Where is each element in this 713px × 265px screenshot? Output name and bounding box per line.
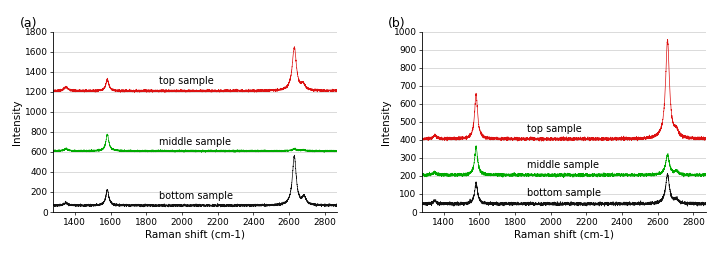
Text: bottom sample: bottom sample — [528, 188, 602, 198]
Text: middle sample: middle sample — [528, 160, 600, 170]
X-axis label: Raman shift (cm-1): Raman shift (cm-1) — [145, 229, 245, 239]
Text: bottom sample: bottom sample — [159, 192, 232, 201]
Text: (b): (b) — [388, 17, 406, 30]
Y-axis label: Intensity: Intensity — [12, 99, 22, 145]
X-axis label: Raman shift (cm-1): Raman shift (cm-1) — [514, 229, 614, 239]
Y-axis label: Intensity: Intensity — [381, 99, 391, 145]
Text: (a): (a) — [19, 17, 37, 30]
Text: middle sample: middle sample — [159, 137, 231, 147]
Text: top sample: top sample — [159, 76, 213, 86]
Text: top sample: top sample — [528, 124, 583, 134]
